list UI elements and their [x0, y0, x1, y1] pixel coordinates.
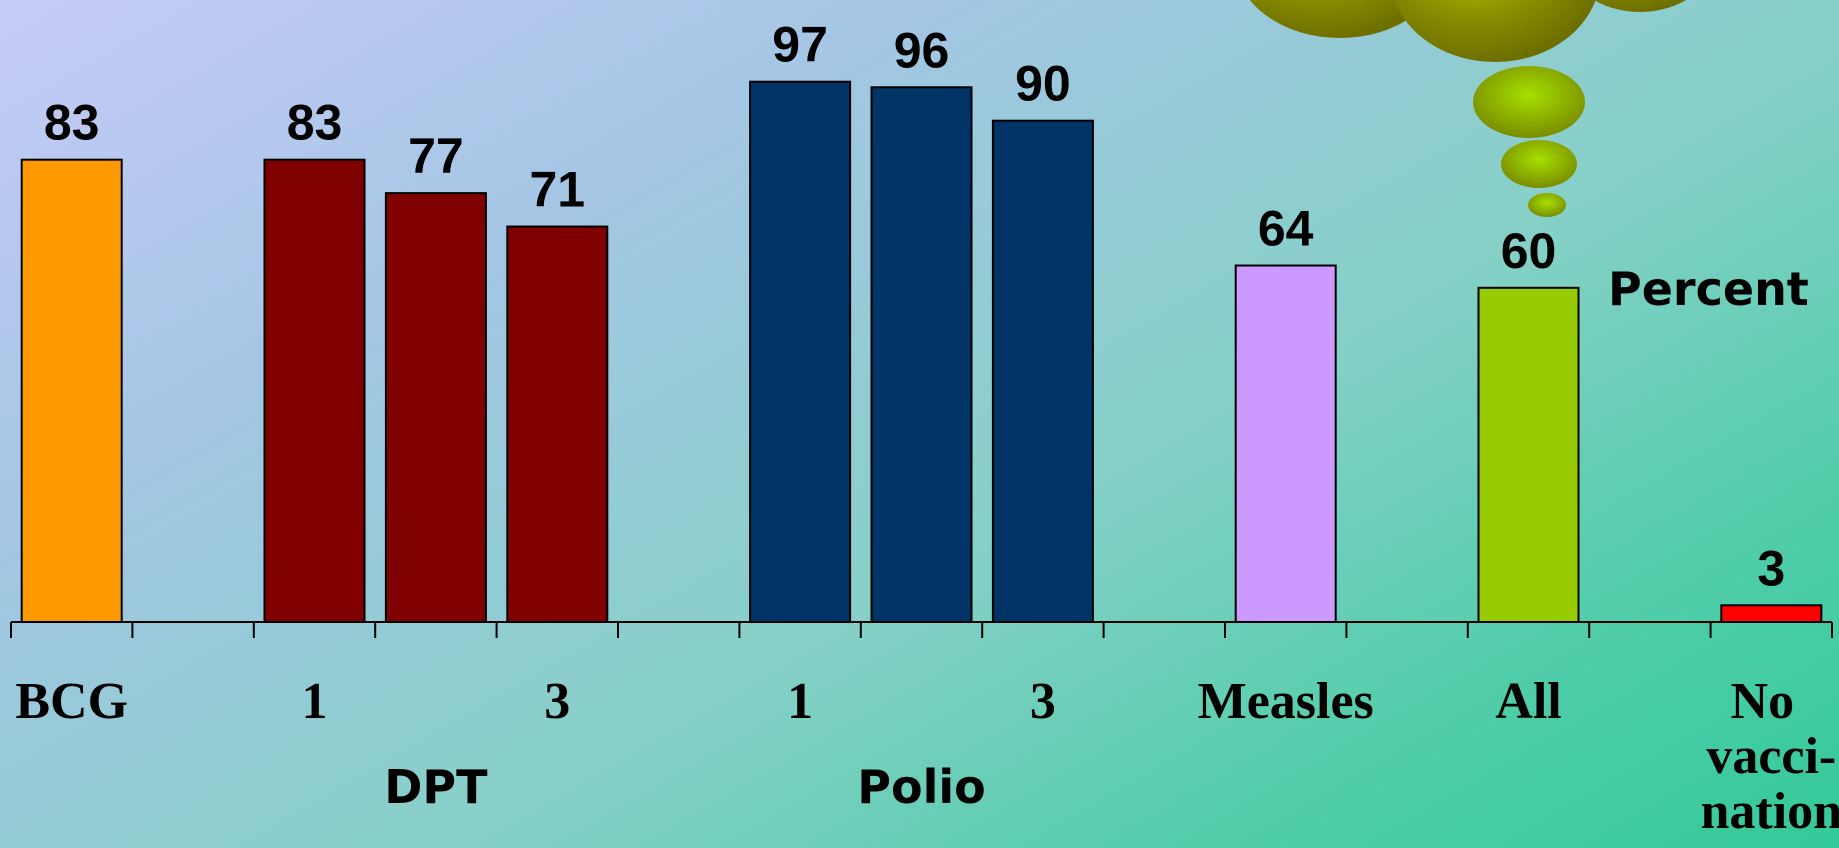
bar-value-label: 96 — [894, 22, 950, 78]
percent-unit-label: Percent — [1608, 262, 1809, 316]
category-label: nation — [1700, 783, 1839, 840]
bar-value-label: 83 — [287, 95, 343, 151]
cloud-puff — [1593, 0, 1687, 12]
category-label: No — [1731, 673, 1795, 730]
category-label: BCG — [15, 673, 128, 730]
group-label: Polio — [857, 760, 985, 814]
thought-bubble — [1473, 66, 1585, 138]
bar — [384, 192, 487, 624]
category-label: 1 — [787, 673, 813, 730]
bar-value-label: 97 — [772, 17, 828, 73]
category-label: Measles — [1198, 673, 1374, 730]
bar-value-label: 3 — [1757, 540, 1785, 596]
bar-value-label: 90 — [1015, 56, 1071, 112]
bar — [870, 86, 973, 623]
category-label: 1 — [302, 673, 328, 730]
group-label: DPT — [384, 760, 488, 814]
bar — [20, 158, 123, 623]
bar — [991, 119, 1094, 623]
bar-value-label: 71 — [529, 162, 585, 218]
group-labels: DPT Polio — [384, 760, 985, 814]
bar — [1720, 604, 1823, 623]
category-label: vacci- — [1706, 728, 1836, 785]
bar-value-label: 64 — [1258, 201, 1314, 257]
value-labels: 83 83 77 71 97 96 90 64 60 3 — [44, 17, 1785, 597]
bar — [506, 225, 609, 623]
bar-value-label: 77 — [408, 128, 464, 184]
cloud-puff — [1249, 0, 1431, 38]
bar — [263, 158, 366, 623]
bar-value-label: 83 — [44, 95, 100, 151]
bar — [749, 80, 852, 623]
category-label: 3 — [544, 673, 570, 730]
thought-cloud-decoration — [1249, 0, 1687, 217]
category-label: All — [1495, 673, 1561, 730]
bars — [20, 80, 1823, 624]
cloud-puff — [1394, 0, 1596, 62]
thought-bubble — [1528, 193, 1566, 217]
bar — [1234, 264, 1337, 623]
thought-bubble — [1501, 140, 1577, 188]
category-label: 3 — [1030, 673, 1056, 730]
bar — [1477, 286, 1580, 623]
x-axis — [10, 621, 1833, 638]
bar-value-label: 60 — [1501, 223, 1557, 279]
